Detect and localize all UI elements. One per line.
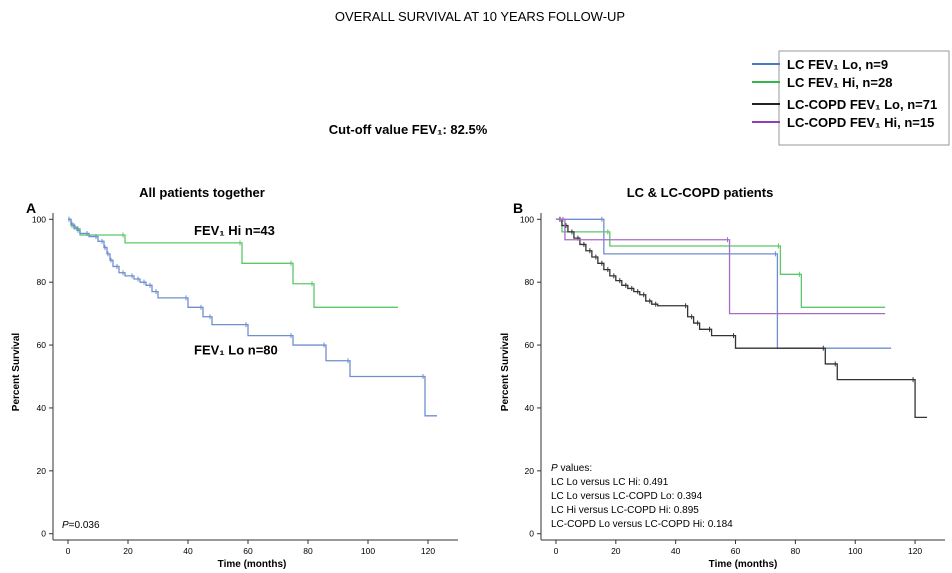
y-tick-label: 20 (525, 466, 535, 476)
panel-b-title: LC & LC-COPD patients (627, 185, 774, 200)
legend-label-copd-lo: LC-COPD FEV₁ Lo, n=71 (787, 97, 937, 112)
legend: LC FEV₁ Lo, n=9 LC FEV₁ Hi, n=28 LC-COPD… (752, 50, 950, 146)
series-line-3 (555, 218, 928, 419)
legend-label-lc-hi: LC FEV₁ Hi, n=28 (787, 75, 892, 90)
y-tick-label: 60 (37, 340, 47, 350)
y-tick-label: 100 (32, 214, 46, 224)
x-tick-label: 20 (123, 546, 133, 556)
y-tick-label: 40 (525, 403, 535, 413)
x-tick-label: 60 (243, 546, 253, 556)
panel-b-pvalues: P values: LC Lo versus LC Hi: 0.491 LC L… (551, 463, 733, 530)
pvalue-line-3: LC Hi versus LC-COPD Hi: 0.895 (551, 505, 699, 516)
pvalue-line-2: LC Lo versus LC-COPD Lo: 0.394 (551, 491, 703, 502)
x-tick-label: 100 (848, 546, 862, 556)
panel-a-series (68, 216, 437, 417)
y-tick-label: 0 (41, 529, 46, 539)
pvalue-line-4: LC-COPD Lo versus LC-COPD Hi: 0.184 (551, 519, 733, 530)
figure-subtitle: Cut-off value FEV₁: 82.5% (329, 122, 488, 137)
y-tick-label: 80 (37, 277, 47, 287)
panel-a-axes: 0 20 40 60 80 100 0 20 40 60 80 100 120 (32, 213, 458, 556)
panel-b-axes: 0 20 40 60 80 100 0 20 40 60 80 100 120 (520, 213, 945, 556)
x-tick-label: 20 (611, 546, 621, 556)
x-tick-label: 80 (303, 546, 313, 556)
y-tick-label: 40 (37, 403, 47, 413)
x-tick-label: 40 (183, 546, 193, 556)
y-tick-label: 0 (529, 529, 534, 539)
panel-a-ylabel: Percent Survival (11, 333, 22, 412)
legend-label-copd-hi: LC-COPD FEV₁ Hi, n=15 (787, 115, 934, 130)
y-tick-label: 60 (525, 340, 535, 350)
x-tick-label: 120 (421, 546, 435, 556)
pvalues-heading: P values: (551, 463, 592, 474)
x-tick-label: 60 (731, 546, 741, 556)
y-tick-label: 80 (525, 277, 535, 287)
panel-a-annotation-hi: FEV₁ Hi n=43 (194, 223, 275, 238)
series-line-1 (555, 218, 892, 349)
y-tick-label: 20 (37, 466, 47, 476)
legend-label-lc-lo: LC FEV₁ Lo, n=9 (787, 57, 888, 72)
panel-b: B LC & LC-COPD patients Percent Survival… (500, 185, 945, 570)
x-tick-label: 0 (554, 546, 559, 556)
panel-a-annotation-lo: FEV₁ Lo n=80 (194, 342, 278, 357)
panel-b-series (555, 216, 928, 419)
x-tick-label: 100 (361, 546, 375, 556)
pvalue-line-1: LC Lo versus LC Hi: 0.491 (551, 477, 669, 488)
panel-b-ylabel: Percent Survival (500, 333, 511, 412)
x-tick-label: 0 (66, 546, 71, 556)
panel-a-xlabel: Time (months) (218, 559, 287, 570)
series-line-2 (555, 218, 886, 308)
y-tick-label: 100 (520, 214, 534, 224)
panel-b-xlabel: Time (months) (709, 559, 778, 570)
series-line-4 (555, 218, 886, 315)
panel-a: A All patients together Percent Survival… (11, 185, 458, 570)
legend-frame (778, 50, 950, 146)
x-tick-label: 80 (791, 546, 801, 556)
panel-a-pvalue: P=0.036 (62, 520, 100, 531)
figure-title: OVERALL SURVIVAL AT 10 YEARS FOLLOW-UP (335, 9, 625, 24)
panel-b-letter: B (513, 200, 523, 216)
panel-a-title: All patients together (139, 185, 265, 200)
panel-a-letter: A (26, 200, 36, 216)
x-tick-label: 40 (671, 546, 681, 556)
x-tick-label: 120 (908, 546, 922, 556)
series-line-2 (68, 218, 437, 417)
